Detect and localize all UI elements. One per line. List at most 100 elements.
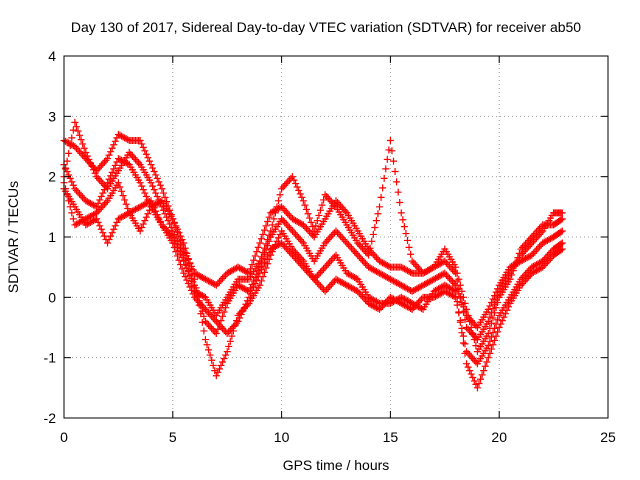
data-point-interp [520, 272, 528, 280]
data-point [256, 269, 264, 277]
data-point-interp [228, 324, 236, 332]
data-point-interp [150, 186, 158, 194]
data-point [408, 257, 416, 265]
data-point-interp [90, 217, 98, 225]
data-point-interp [65, 149, 73, 157]
data-point-interp [348, 244, 356, 252]
data-point-interp [388, 294, 396, 302]
data-point [343, 239, 351, 247]
data-point-interp [402, 230, 410, 238]
data-point-interp [545, 250, 553, 258]
data-point-interp [500, 313, 508, 321]
data-point-interp [63, 138, 71, 146]
data-point-interp [431, 286, 439, 294]
data-point-interp [127, 150, 135, 158]
data-point [212, 330, 220, 338]
data-point [397, 263, 405, 271]
data-point-interp [382, 273, 390, 281]
data-point-interp [546, 235, 554, 243]
data-point-interp [74, 219, 82, 227]
data-point-interp [372, 254, 380, 262]
data-point-interp [469, 373, 477, 381]
data-point [201, 317, 209, 325]
data-point-interp [124, 210, 132, 218]
data-point-interp [369, 250, 377, 258]
data-point-interp [326, 234, 334, 242]
data-point-interp [306, 228, 314, 236]
data-point-interp [464, 349, 472, 357]
data-point-interp [470, 356, 478, 364]
data-point-interp [447, 285, 455, 293]
data-point-interp [318, 267, 326, 275]
data-point-interp [94, 174, 102, 182]
data-point-interp [178, 236, 186, 244]
data-point-interp [228, 332, 236, 340]
data-point-interp [469, 318, 477, 326]
data-point-interp [323, 286, 331, 294]
data-point-interp [85, 199, 93, 207]
data-point-interp [88, 162, 96, 170]
data-point-interp [177, 244, 185, 252]
data-point-interp [116, 214, 124, 222]
data-point-interp [492, 332, 500, 340]
data-point [528, 233, 536, 241]
data-point-interp [200, 292, 208, 300]
data-point-interp [142, 150, 150, 158]
data-point-interp [203, 341, 211, 349]
data-point [82, 197, 90, 205]
data-point-interp [251, 252, 259, 260]
data-point-interp [69, 126, 77, 134]
data-point-interp [435, 285, 443, 293]
data-point [310, 227, 318, 235]
y-tick-label: 2 [48, 169, 56, 185]
data-point-interp [240, 267, 248, 275]
data-point-interp [253, 276, 261, 284]
data-point [343, 269, 351, 277]
data-point-interp [316, 282, 324, 290]
data-point [114, 155, 122, 163]
data-point-interp [372, 217, 380, 225]
data-point-interp [85, 219, 93, 227]
data-point-interp [405, 286, 413, 294]
data-point-interp [150, 167, 158, 175]
data-point-interp [534, 260, 542, 268]
data-point-interp [459, 332, 467, 340]
data-point-interp [194, 289, 202, 297]
data-point-interp [399, 294, 407, 302]
data-point [484, 342, 492, 350]
data-point-interp [374, 210, 382, 218]
data-point-interp [422, 267, 430, 275]
data-point [441, 257, 449, 265]
data-point-interp [85, 213, 93, 221]
data-point [299, 221, 307, 229]
data-point-interp [534, 244, 542, 252]
data-point [430, 287, 438, 295]
data-point-interp [456, 294, 464, 302]
series-trace-4 [60, 118, 566, 356]
data-point-interp [306, 214, 314, 222]
data-point-interp [225, 268, 233, 276]
data-point-interp [282, 208, 290, 216]
data-point [147, 161, 155, 169]
data-point-interp [175, 241, 183, 249]
data-point-interp [529, 262, 537, 270]
data-point-interp [368, 301, 376, 309]
data-point-interp [184, 255, 192, 263]
data-point-interp [273, 203, 281, 211]
data-point-interp [226, 337, 234, 345]
data-point-interp [215, 365, 223, 373]
data-point [278, 215, 286, 223]
data-point-interp [197, 273, 205, 281]
data-point-interp [141, 217, 149, 225]
data-point-interp [155, 196, 163, 204]
data-point-interp [172, 222, 180, 230]
data-point-interp [366, 300, 374, 308]
data-point-interp [228, 267, 236, 275]
data-point-interp [337, 232, 345, 240]
data-point-interp [498, 317, 506, 325]
data-point-interp [416, 304, 424, 312]
data-point [397, 209, 405, 217]
data-point-interp [390, 295, 398, 303]
data-point-interp [450, 286, 458, 294]
data-point [386, 293, 394, 301]
